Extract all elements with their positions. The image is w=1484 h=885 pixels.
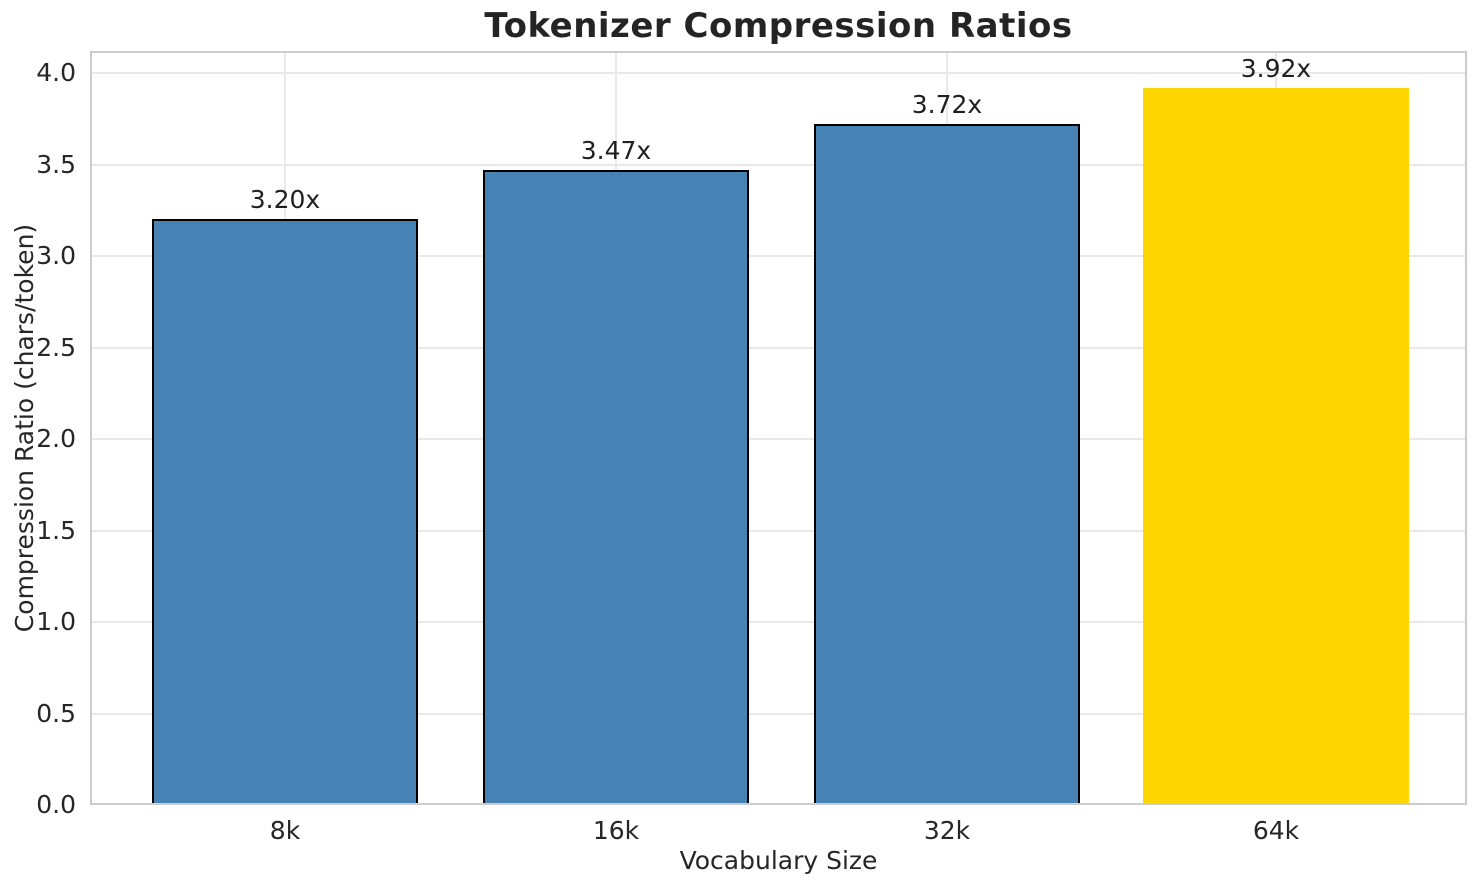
- y-gridline: [90, 529, 1467, 532]
- y-tick-label: 0.5: [36, 698, 76, 728]
- y-tick-label: 3.5: [36, 149, 76, 179]
- y-gridline: [90, 621, 1467, 623]
- y-gridline: [90, 438, 1467, 440]
- y-gridline: [90, 255, 1467, 257]
- y-tick-label: 2.0: [36, 424, 76, 453]
- y-tick-label: 4.0: [36, 58, 76, 87]
- x-axis-label: Vocabulary Size: [679, 846, 878, 875]
- y-gridline: [90, 72, 1467, 74]
- bar-value-label: 3.20x: [249, 185, 321, 214]
- x-tick-label: 64k: [1252, 816, 1300, 845]
- bar-8k: [152, 219, 418, 805]
- y-tick-label: 2.5: [36, 332, 76, 362]
- chart-title: Tokenizer Compression Ratios: [484, 6, 1073, 46]
- x-tick-label: 8k: [269, 816, 301, 845]
- y-tick-label: 1.5: [36, 515, 76, 545]
- y-gridline: [90, 346, 1467, 349]
- y-gridline: [90, 163, 1467, 166]
- bar-16k: [483, 170, 749, 805]
- bar-64k: [1143, 88, 1409, 805]
- y-tick-label: 1.0: [36, 607, 76, 636]
- y-tick-label: 0.0: [36, 790, 76, 819]
- bar-32k: [814, 124, 1080, 805]
- y-gridline: [90, 712, 1467, 715]
- bar-value-label: 3.47x: [580, 136, 652, 165]
- bar-value-label: 3.92x: [1240, 54, 1312, 83]
- x-tick-label: 32k: [923, 816, 971, 845]
- bar-value-label: 3.72x: [911, 90, 983, 119]
- y-tick-label: 3.0: [36, 241, 76, 270]
- x-tick-label: 16k: [592, 816, 640, 845]
